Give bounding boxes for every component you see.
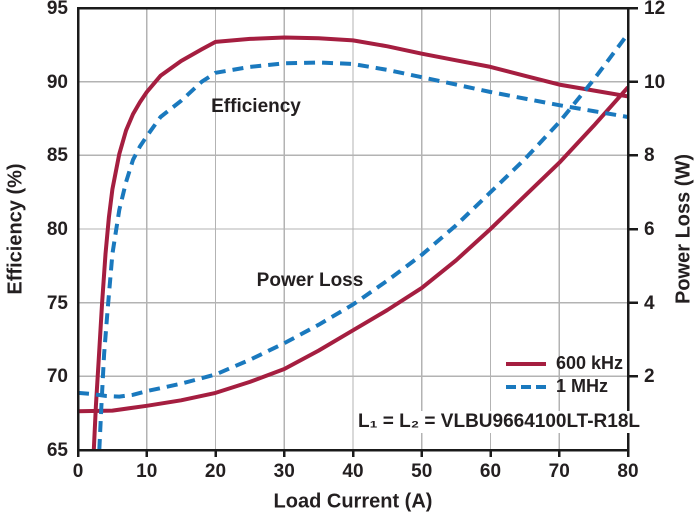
annotation-power-loss: Power Loss [256, 270, 364, 291]
y-left-tick-label: 75 [46, 292, 68, 314]
y-left-tick-label: 65 [46, 440, 68, 461]
x-tick-label: 60 [479, 461, 502, 482]
x-tick-label: 80 [617, 461, 639, 482]
y-right-tick-label: 8 [644, 145, 655, 167]
y-left-tick-label: 80 [46, 219, 68, 240]
legend-item-1mhz: 1 MHz [506, 375, 623, 398]
x-tick-label: 70 [548, 461, 570, 482]
x-axis-title: Load Current (A) [273, 490, 433, 513]
y-right-tick-label: 6 [644, 219, 655, 240]
y-left-tick-label: 85 [46, 145, 68, 167]
y-right-tick-label: 10 [644, 71, 666, 93]
legend-label-1mhz: 1 MHz [556, 376, 609, 396]
y-left-tick-label: 70 [46, 366, 68, 388]
x-tick-label: 30 [273, 461, 295, 482]
curves [78, 32, 628, 450]
legend-item-600khz: 600 kHz [506, 352, 623, 375]
x-tick-label: 50 [411, 461, 433, 482]
legend-swatch-1mhz [506, 384, 546, 389]
x-tick-label: 20 [204, 461, 227, 482]
y-right-tick-label: 4 [644, 292, 655, 314]
x-tick-label: 0 [72, 461, 84, 482]
y-right-tick-label: 12 [644, 0, 666, 19]
efficiency-curve-1mhz [97, 60, 628, 450]
legend-label-600khz: 600 kHz [556, 353, 624, 373]
x-tick-label: 10 [136, 461, 158, 482]
legend-swatch-600khz [506, 361, 546, 366]
inductor-note: L₁ = L₂ = VLBU9664100LT-R18L [354, 411, 644, 433]
power-loss-curve-1mhz [78, 32, 628, 399]
x-tick-label: 40 [342, 461, 364, 482]
plot-frame [76, 6, 638, 457]
legend: 600 kHz 1 MHz [506, 352, 623, 398]
power-loss-curve-600khz [78, 85, 628, 414]
y-left-tick-label: 90 [46, 71, 68, 93]
efficiency-curve-600khz [91, 35, 628, 450]
y-right-tick-label: 2 [644, 366, 655, 388]
annotation-efficiency: Efficiency [211, 96, 301, 117]
y-left-tick-label: 95 [46, 0, 68, 19]
